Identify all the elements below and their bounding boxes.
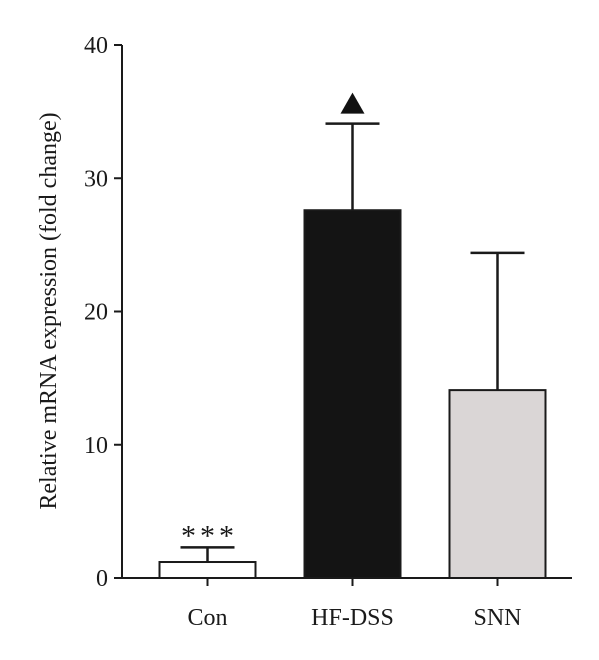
y-axis-title: Relative mRNA expression (fold change) — [36, 112, 62, 509]
bar — [448, 389, 547, 579]
significance-asterisks: *** — [181, 519, 238, 552]
x-tick-label: SNN — [473, 605, 521, 631]
bar — [303, 209, 402, 579]
error-bars — [180, 122, 525, 563]
x-tick-labels: Con HF-DSS SNN — [187, 605, 521, 631]
y-tick-label: 20 — [84, 300, 108, 326]
x-tick-label: Con — [187, 605, 227, 631]
x-tick-label: HF-DSS — [311, 605, 394, 631]
bar — [158, 561, 257, 580]
significance-annotations: *** — [181, 92, 365, 552]
y-tick-label: 10 — [84, 433, 108, 459]
significance-triangle-marker — [340, 92, 365, 114]
y-tick-label: 40 — [84, 33, 108, 59]
y-tick-label: 30 — [84, 166, 108, 192]
y-tick-labels: 0 10 20 30 40 — [84, 33, 108, 592]
y-tick-label: 0 — [96, 566, 108, 592]
